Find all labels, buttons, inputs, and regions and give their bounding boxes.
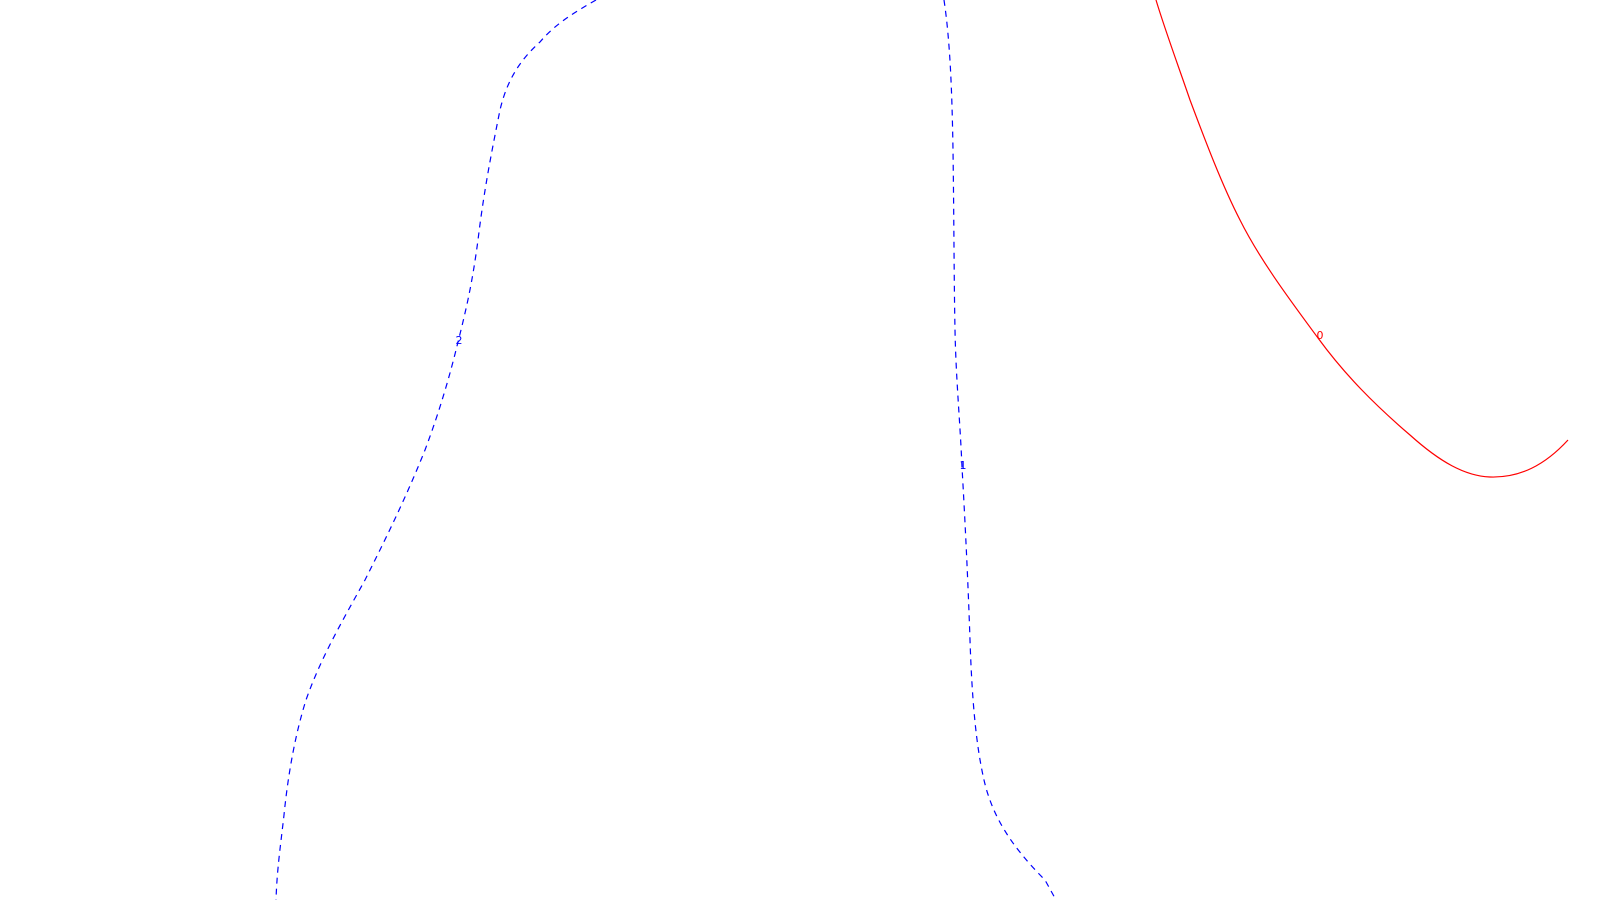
contour-label-0: 0: [1317, 329, 1324, 342]
contour-label-1: 1: [960, 459, 967, 472]
contour-line-level-2: [275, 0, 597, 900]
contour-line-level-1: [943, 0, 1057, 900]
contour-line-level-0: [1155, 0, 1569, 478]
contour-label-2: 2: [456, 334, 463, 347]
